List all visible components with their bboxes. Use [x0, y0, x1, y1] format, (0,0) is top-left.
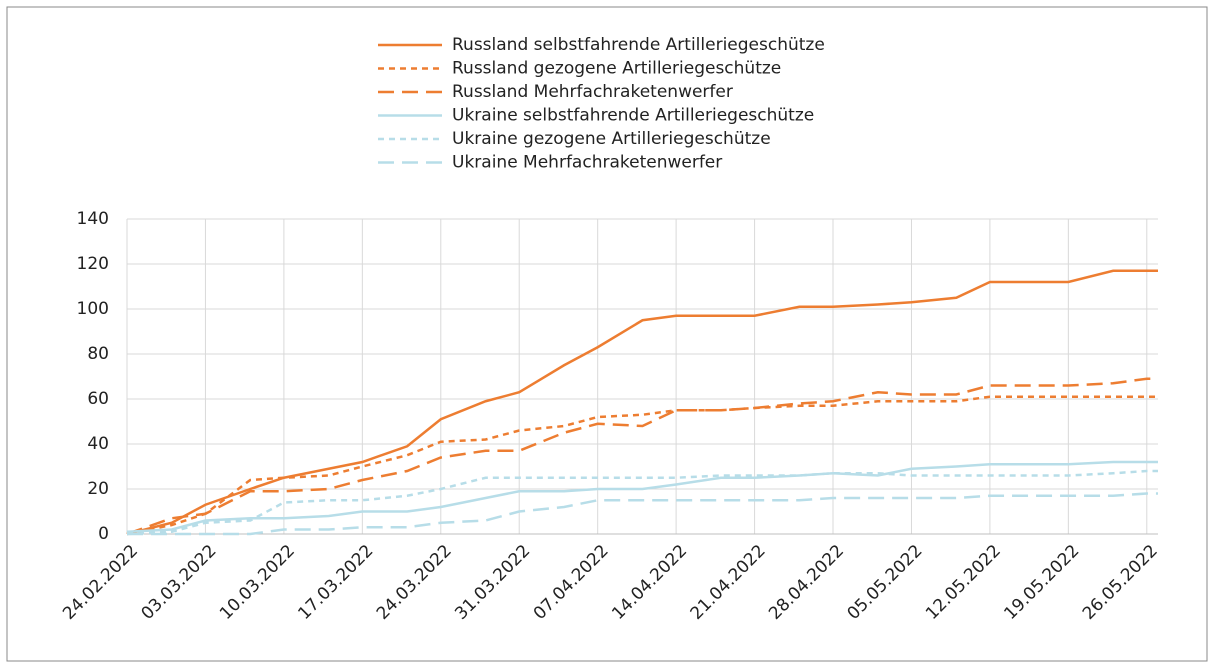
- y-tick-label: 40: [87, 434, 109, 454]
- y-tick-label: 140: [77, 209, 109, 229]
- legend-label: Ukraine selbstfahrende Artilleriegeschüt…: [452, 106, 814, 126]
- legend-label: Russland selbstfahrende Artilleriegeschü…: [452, 35, 825, 55]
- y-tick-label: 80: [87, 344, 109, 364]
- y-tick-label: 100: [77, 299, 109, 319]
- line-series: [126, 395, 1158, 536]
- line-series: [126, 269, 1158, 536]
- line-series: [127, 492, 1158, 536]
- legend-label: Ukraine gezogene Artilleriegeschütze: [452, 129, 771, 149]
- legend-label: Russland gezogene Artilleriegeschütze: [452, 59, 781, 79]
- line-series: [126, 469, 1158, 536]
- legend-label: Russland Mehrfachraketenwerfer: [452, 82, 733, 102]
- y-tick-label: 120: [77, 254, 109, 274]
- y-tick-label: 60: [87, 389, 109, 409]
- y-tick-label: 20: [87, 479, 109, 499]
- frame: [6, 6, 1208, 662]
- legend-label: Ukraine Mehrfachraketenwerfer: [452, 153, 722, 173]
- line-series: [126, 377, 1158, 536]
- y-tick-label: 0: [98, 524, 109, 544]
- line-series: [126, 460, 1158, 533]
